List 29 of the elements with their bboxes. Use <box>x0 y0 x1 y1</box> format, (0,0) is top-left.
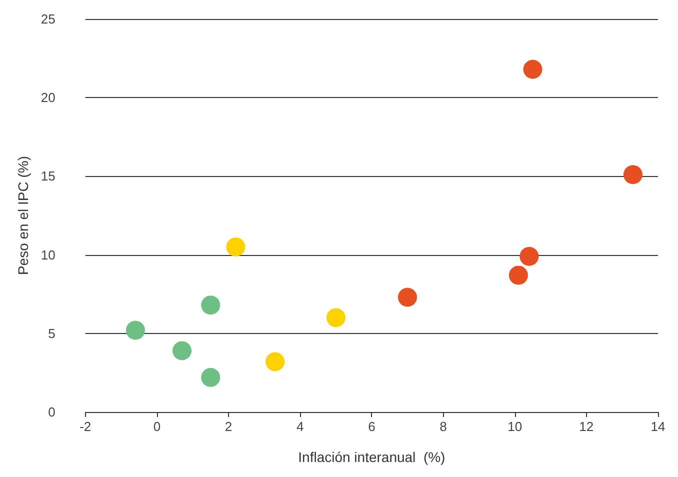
point <box>201 368 220 387</box>
point <box>623 165 642 184</box>
point <box>266 352 285 372</box>
y-tick-label: 20 <box>40 90 56 106</box>
y-tick-label: 10 <box>40 247 56 262</box>
point <box>172 341 192 360</box>
y-tick-label: 25 <box>40 12 56 26</box>
y-tick-label: 5 <box>48 326 56 341</box>
x-tick-label: 8 <box>440 419 447 434</box>
point <box>523 60 542 79</box>
point <box>508 266 528 285</box>
x-tick-label: 0 <box>153 419 161 434</box>
x-tick-label: 14 <box>650 419 666 434</box>
point <box>201 296 220 315</box>
y-tick-label: 0 <box>48 404 56 420</box>
point <box>226 237 246 256</box>
y-tick-label: 15 <box>40 168 56 184</box>
point <box>326 308 346 328</box>
point <box>520 246 539 266</box>
x-tick-label: 10 <box>508 419 522 434</box>
y-axis-title: Peso en el IPC (%) <box>15 156 31 276</box>
x-tick-label: -2 <box>80 419 92 434</box>
x-tick-label: 6 <box>368 419 376 434</box>
point <box>398 288 417 307</box>
point <box>126 320 145 340</box>
x-tick-label: 4 <box>296 419 304 434</box>
x-tick-label: 2 <box>224 419 232 434</box>
x-axis-title: Inflación interanual (%) <box>298 449 446 465</box>
x-tick-label: 12 <box>579 419 594 434</box>
